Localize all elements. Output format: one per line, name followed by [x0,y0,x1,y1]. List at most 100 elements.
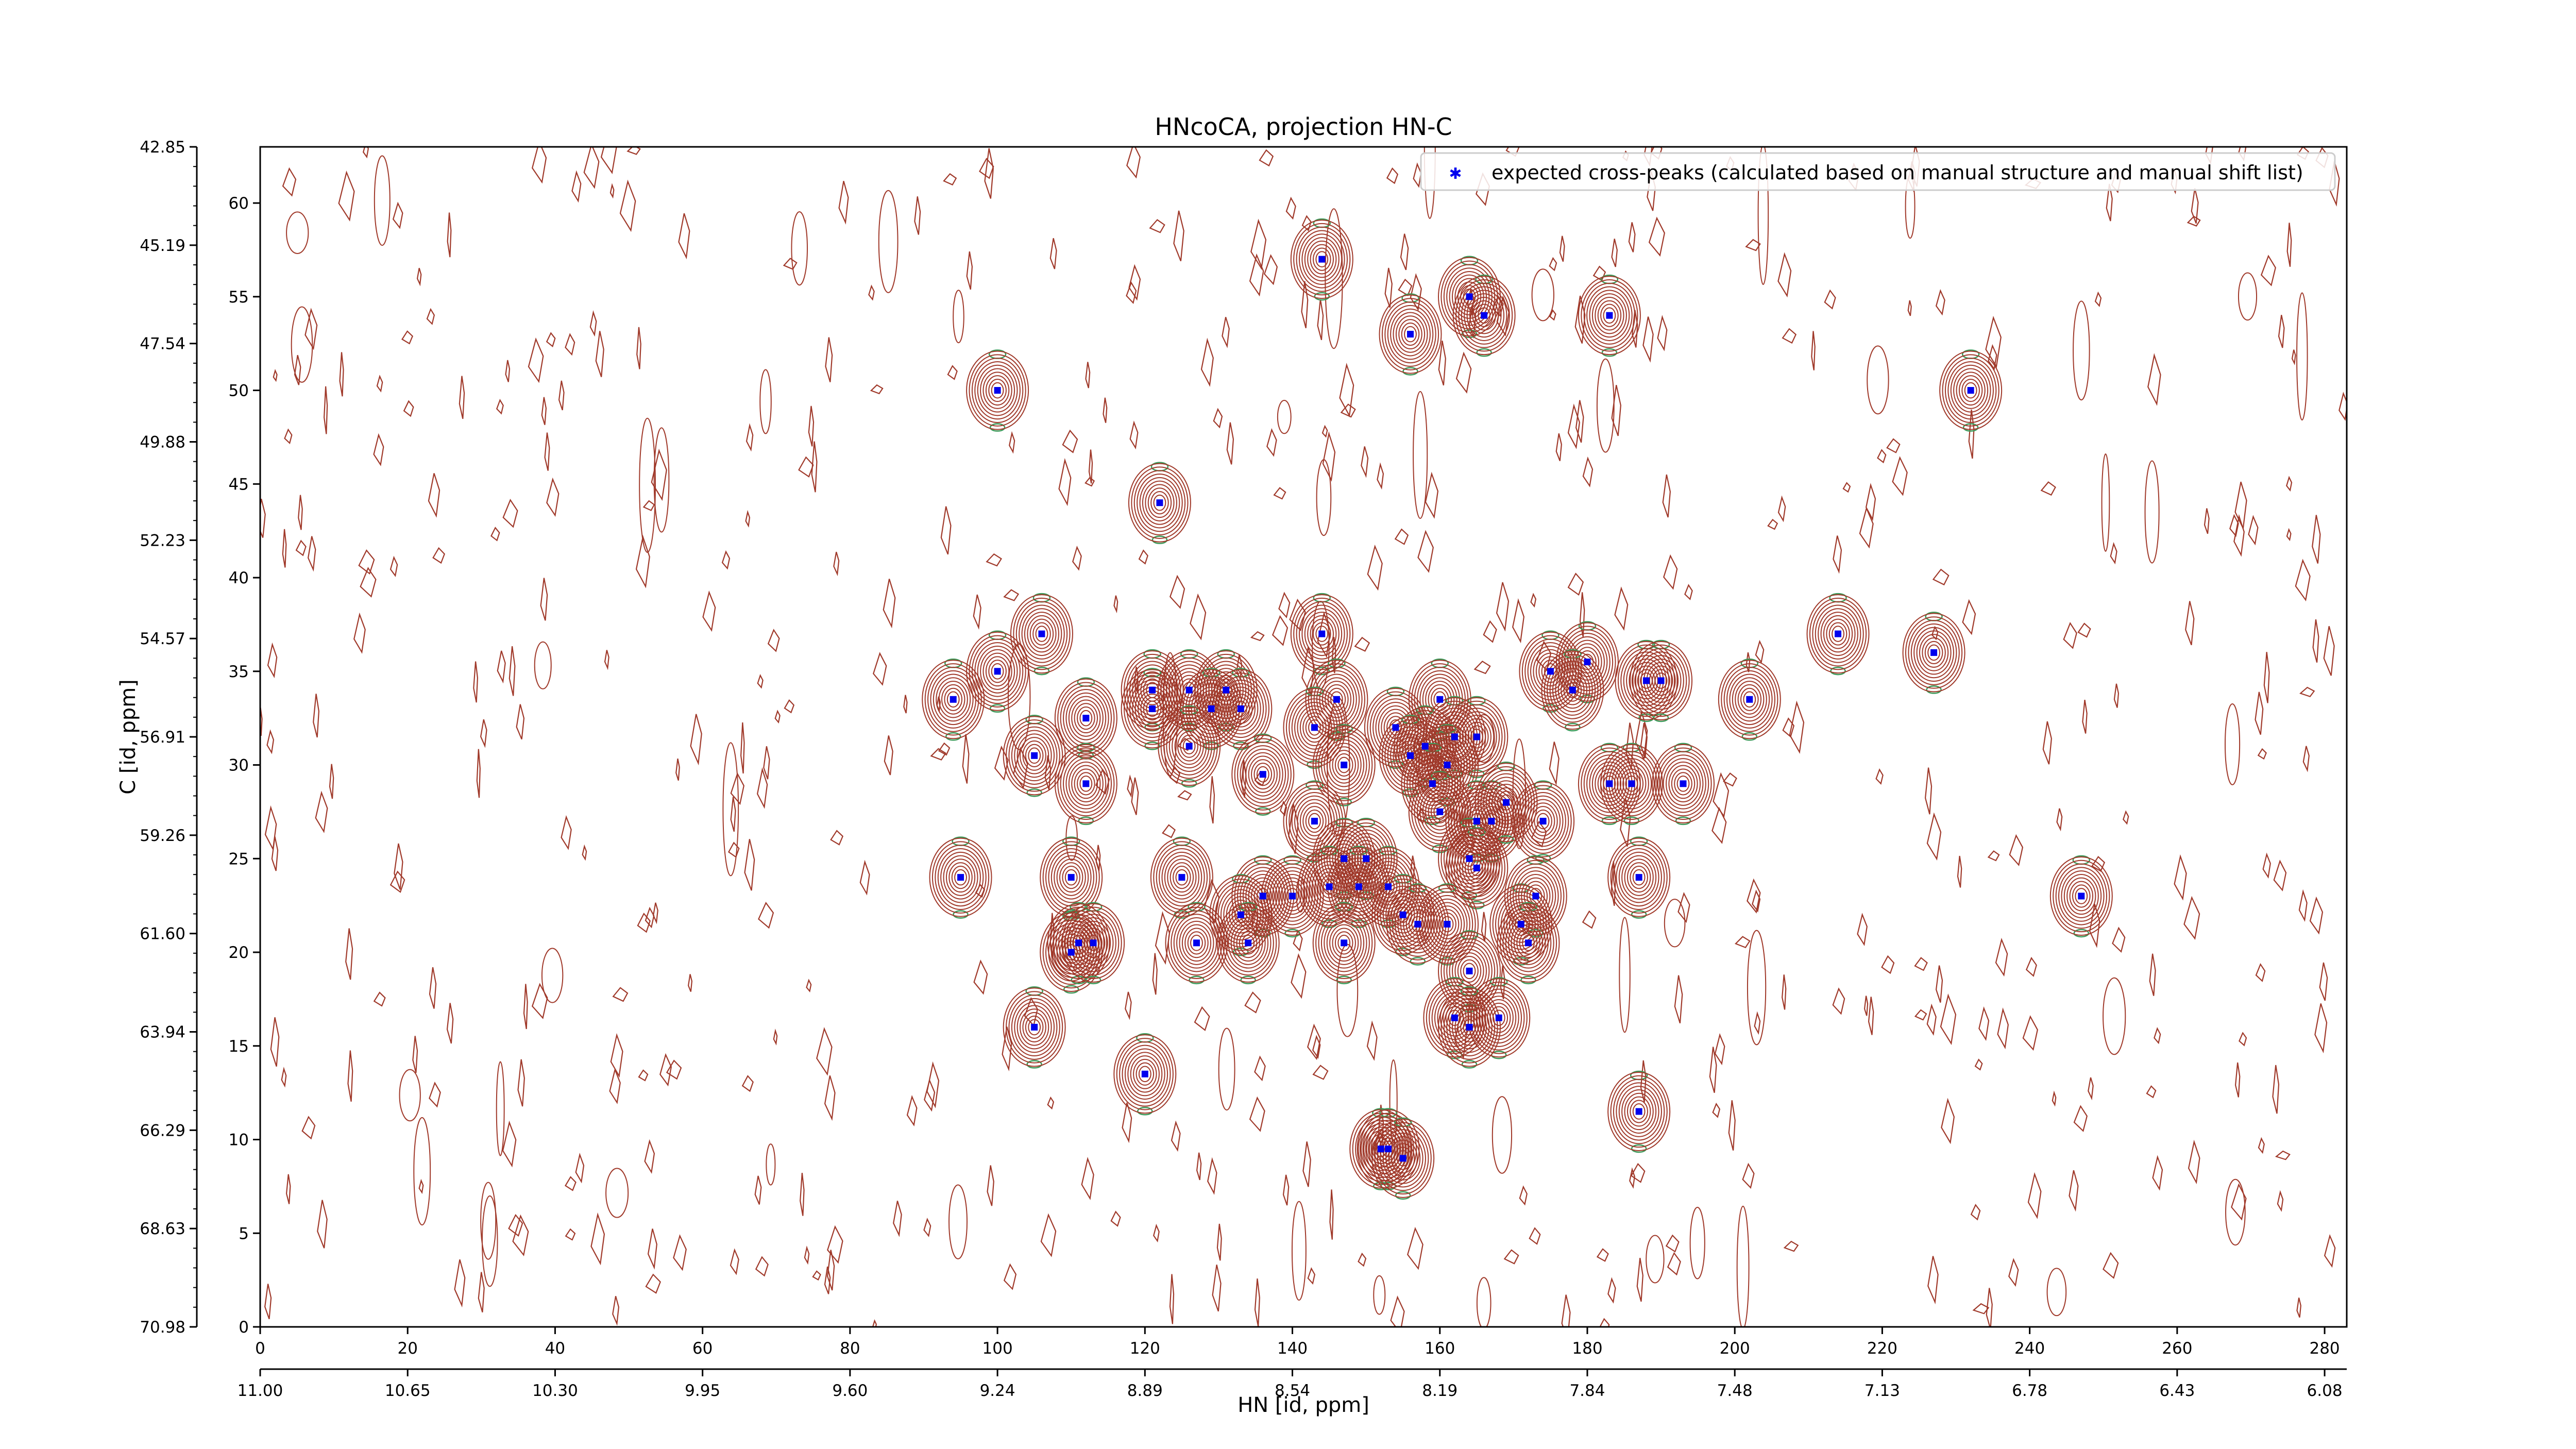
noise-contour [1410,273,1422,311]
positive-contour [1621,1089,1657,1134]
y-ppm-tick-label: 47.54 [140,335,185,353]
noise-contour [1162,824,1176,838]
peak-marker [1635,874,1642,881]
noise-contour [675,758,680,781]
noise-contour [315,790,328,833]
noise-contour [1926,812,1942,861]
positive-contour [1519,931,1538,955]
positive-contour [1173,866,1191,889]
peak-marker [1407,330,1414,338]
negative-contour [1476,348,1492,357]
positive-contour [991,663,1004,680]
y-index-tick-label: 50 [229,382,249,400]
positive-contour [1526,884,1545,908]
noise-contour [505,360,511,382]
noise-contour [595,331,604,377]
positive-contour [1463,963,1476,980]
noise-contour [659,1053,672,1087]
positive-contour [1182,738,1196,754]
peak-marker [1444,920,1451,928]
positive-contour [1312,247,1331,271]
noise-contour [1331,636,1336,673]
positive-contour [1429,985,1481,1051]
peak-contour-group [1158,705,1221,788]
x-ppm-tick-label: 7.84 [1569,1381,1605,1400]
positive-contour [1142,480,1177,525]
noise-contour [1129,420,1139,450]
positive-contour [948,862,973,893]
noise-contour [730,1248,739,1275]
positive-contour [1242,935,1255,951]
negative-contour [1926,685,1942,694]
positive-contour [1595,296,1624,334]
noise-contour [1974,1058,1983,1071]
noise-contour [583,147,600,189]
noise-contour [1863,996,1869,1016]
positive-contour [971,358,1024,423]
noise-contour [2103,1252,2119,1279]
noise-contour [666,1059,682,1080]
peak-marker [1642,677,1650,684]
noise-contour [1667,1252,1681,1276]
noise-contour [1757,147,1769,285]
positive-contour [1087,935,1100,951]
negative-contour [1565,722,1581,732]
noise-contour [1301,215,1312,231]
noise-contour [2255,692,2264,735]
positive-contour [1497,790,1516,814]
x-ppm-tick-label: 8.89 [1127,1381,1163,1400]
positive-contour [938,681,968,718]
peak-marker [1193,939,1200,947]
noise-contour [2027,1172,2042,1219]
noise-contour [546,477,560,517]
noise-contour [2046,1268,2067,1317]
noise-contour [2273,860,2287,891]
positive-contour [1301,608,1343,660]
positive-contour [1470,860,1483,877]
noise-contour [973,594,981,630]
noise-contour [1868,997,1874,1035]
positive-contour [1056,858,1086,896]
noise-contour [558,380,565,411]
noise-contour [565,1228,576,1241]
noise-contour [1386,167,1399,184]
peak-marker [1237,705,1244,712]
positive-contour [1618,1086,1659,1137]
noise-contour [1636,1258,1643,1302]
peak-marker [1208,705,1215,712]
noise-contour [1512,598,1524,644]
positive-contour [1315,251,1329,267]
noise-contour [838,180,849,225]
positive-contour [1578,744,1641,823]
positive-contour [1557,671,1587,709]
noise-contour [2277,1190,2284,1212]
positive-contour [1315,906,1373,980]
noise-contour [2152,1155,2163,1191]
positive-contour [1419,786,1461,838]
noise-contour [561,815,572,850]
peak-contour-group [1630,639,1693,722]
positive-contour [1010,594,1073,674]
noise-contour [531,147,547,184]
positive-contour [1376,1134,1400,1165]
peak-contour-group [1290,218,1353,301]
positive-contour [1298,230,1345,289]
positive-contour [1437,931,1501,1011]
positive-contour [1910,623,1957,682]
positive-contour [1297,705,1332,750]
positive-contour [1463,850,1476,867]
x-index-tick-label: 60 [692,1339,713,1358]
noise-contour [291,306,313,383]
noise-contour [373,991,386,1007]
positive-contour [1308,719,1321,736]
peak-marker [1185,743,1193,750]
positive-contour [1379,716,1442,796]
noise-contour [1288,803,1299,854]
noise-contour [2319,962,2328,1001]
noise-contour [541,397,547,425]
positive-contour [1457,1012,1482,1042]
positive-contour [1475,304,1494,327]
positive-contour [1314,868,1344,905]
positive-contour [1828,622,1848,646]
peak-contour-group [1475,761,1538,844]
